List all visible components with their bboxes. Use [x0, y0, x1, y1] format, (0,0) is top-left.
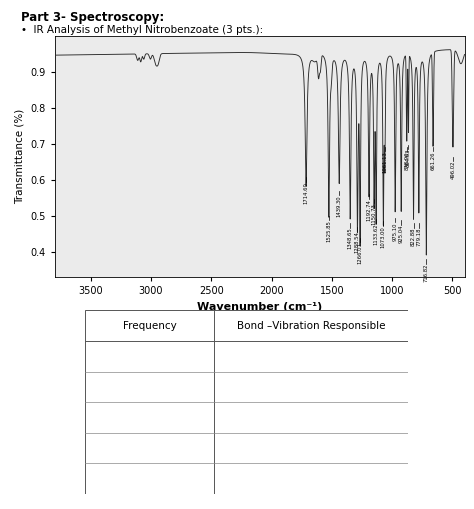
Text: 1061.13: 1061.13: [383, 151, 387, 173]
Text: 822.88: 822.88: [411, 228, 416, 246]
Y-axis label: Transmittance (%): Transmittance (%): [15, 109, 25, 204]
Text: Frequency: Frequency: [123, 321, 177, 331]
Text: 1133.62: 1133.62: [374, 223, 379, 245]
Text: 1266.07: 1266.07: [357, 242, 363, 264]
Text: 1192.74: 1192.74: [366, 199, 372, 220]
Text: 1525.85: 1525.85: [326, 220, 331, 242]
Text: 864.63: 864.63: [406, 149, 411, 167]
X-axis label: Wavenumber (cm⁻¹): Wavenumber (cm⁻¹): [197, 302, 322, 312]
Text: Part 3- Spectroscopy:: Part 3- Spectroscopy:: [21, 11, 164, 24]
Text: 925.04: 925.04: [399, 224, 404, 243]
Text: 1714.60: 1714.60: [303, 182, 309, 204]
Text: 1439.30: 1439.30: [337, 195, 342, 217]
Text: •  IR Analysis of Methyl Nitrobenzoate (3 pts.):: • IR Analysis of Methyl Nitrobenzoate (3…: [21, 25, 264, 36]
Text: 1150.73: 1150.73: [372, 203, 376, 225]
Text: 878.90: 878.90: [404, 152, 409, 171]
Text: 975.10: 975.10: [392, 222, 398, 241]
Text: 1348.65: 1348.65: [347, 228, 353, 249]
Text: 661.26: 661.26: [430, 151, 436, 169]
Text: Bond –Vibration Responsible: Bond –Vibration Responsible: [237, 321, 385, 331]
Text: 716.82: 716.82: [424, 264, 429, 282]
Text: 496.02: 496.02: [450, 161, 456, 179]
Text: 1288.54: 1288.54: [355, 231, 360, 253]
Text: 1073.00: 1073.00: [381, 226, 386, 247]
Text: 779.18: 779.18: [416, 228, 421, 246]
